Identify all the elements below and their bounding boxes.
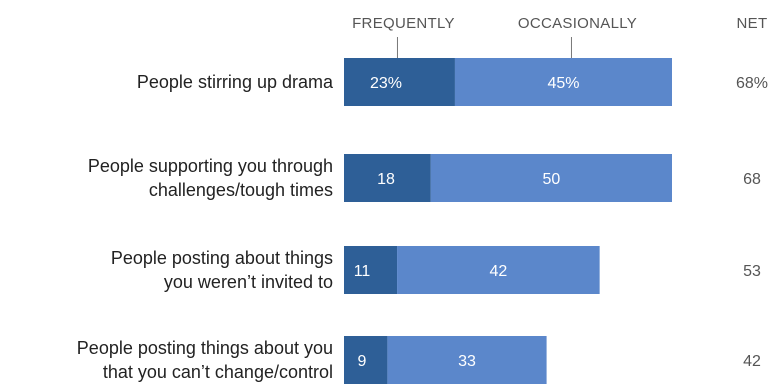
- data-label: 18: [377, 171, 395, 188]
- bar-segment-occasionally: [397, 246, 600, 294]
- data-label: 9: [358, 353, 367, 370]
- category-label: People stirring up drama: [137, 72, 334, 92]
- category-label: People posting things about you: [77, 338, 333, 358]
- net-value: 42: [743, 353, 761, 370]
- bar-row: People posting about things you weren’t i…: [111, 246, 761, 294]
- data-label: 50: [543, 171, 561, 188]
- category-label: that you can’t change/control: [103, 362, 333, 382]
- legend-label-occasionally: OCCASIONALLY: [518, 15, 637, 32]
- bar-segment-occasionally: [430, 154, 672, 202]
- category-label: you weren’t invited to: [164, 272, 333, 292]
- net-column-header: NET: [737, 15, 768, 32]
- bar-row: People stirring up drama 23% 45% 68%: [137, 58, 768, 106]
- legend-label-frequently: FREQUENTLY: [352, 15, 455, 32]
- bar-segment-frequently: [344, 154, 431, 202]
- data-label: 33: [458, 353, 476, 370]
- bar-rows: People stirring up drama 23% 45% 68%People …: [77, 58, 768, 384]
- net-value: 68: [743, 171, 761, 188]
- net-value: 53: [743, 263, 761, 280]
- category-label: People supporting you through: [88, 156, 333, 176]
- bar-segment-frequently: [344, 58, 455, 106]
- data-label: 42: [489, 263, 507, 280]
- data-label: 45%: [547, 75, 579, 92]
- category-label: People posting about things: [111, 248, 333, 268]
- net-value: 68%: [736, 75, 768, 92]
- bar-segment-frequently: [344, 336, 388, 384]
- bar-row: People supporting you through challenges/…: [88, 154, 761, 202]
- bar-segment-frequently: [344, 246, 398, 294]
- data-label: 11: [354, 263, 371, 280]
- column-headers: FREQUENTLY OCCASIONALLY NET: [352, 15, 767, 58]
- bar-segment-occasionally: [454, 58, 672, 106]
- bar-segment-occasionally: [387, 336, 547, 384]
- bar-row: People posting things about you that you …: [77, 336, 761, 384]
- data-label: 23%: [370, 75, 402, 92]
- category-label: challenges/tough times: [149, 180, 333, 200]
